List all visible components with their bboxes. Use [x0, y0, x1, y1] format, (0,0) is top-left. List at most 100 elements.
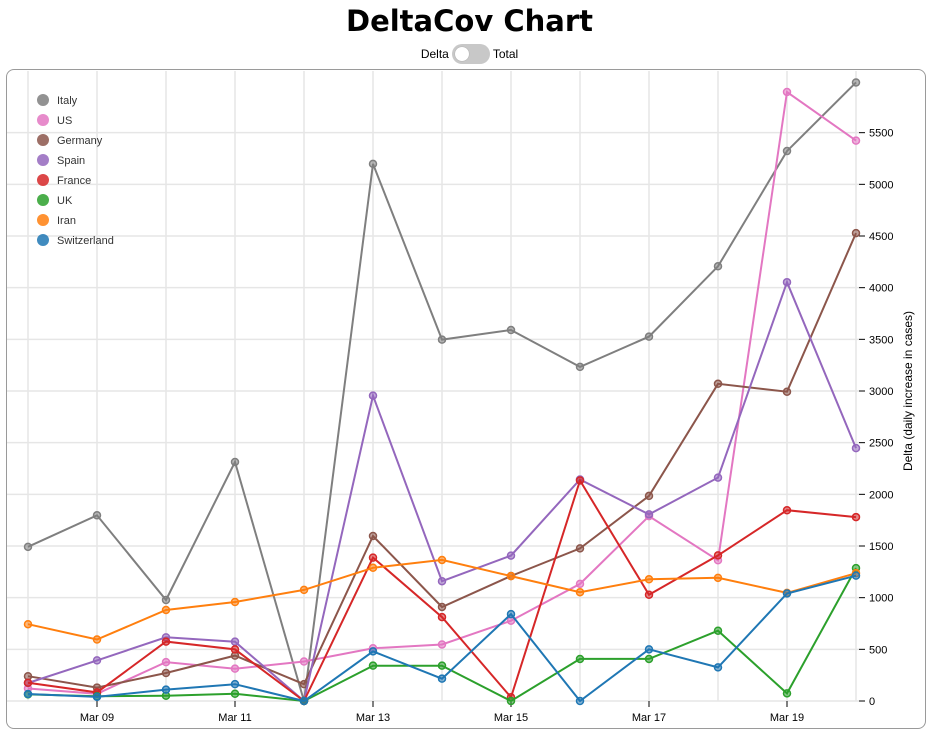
y-tick-label: 2500: [869, 438, 893, 450]
data-point: [437, 661, 447, 670]
switch-knob: [454, 47, 469, 61]
x-tick-label: Mar 15: [494, 712, 528, 724]
legend-marker: [37, 114, 49, 126]
data-point: [506, 325, 516, 335]
data-point: [575, 544, 585, 553]
data-point: [644, 654, 654, 664]
legend-label: Germany: [57, 135, 103, 147]
data-point: [575, 587, 585, 597]
data-point: [713, 473, 723, 482]
data-point: [782, 87, 792, 97]
legend-marker: [37, 94, 49, 106]
data-point: [644, 491, 654, 501]
data-point: [368, 661, 378, 670]
data-point: [575, 654, 585, 664]
data-point: [368, 563, 378, 573]
data-point: [851, 443, 861, 453]
y-tick-label: 0: [869, 696, 875, 708]
data-point: [92, 511, 102, 520]
data-point: [782, 589, 792, 598]
data-point: [437, 640, 447, 649]
data-point: [782, 387, 792, 396]
data-point: [437, 602, 447, 612]
legend-marker: [37, 234, 49, 246]
legend-label: Italy: [57, 95, 78, 107]
data-point: [575, 579, 585, 589]
data-point: [23, 542, 33, 552]
data-point: [161, 685, 171, 694]
data-point: [161, 595, 171, 605]
data-point: [506, 571, 516, 581]
data-point: [161, 637, 171, 646]
data-point: [161, 657, 171, 667]
data-point: [23, 678, 33, 687]
y-tick-label: 5000: [869, 179, 893, 191]
data-point: [368, 531, 378, 541]
page-title: DeltaCov Chart: [346, 4, 593, 38]
data-point: [299, 585, 309, 595]
y-tick-label: 500: [869, 644, 887, 656]
data-point: [368, 391, 378, 400]
data-point: [851, 136, 861, 145]
y-axis-title: Delta (daily increase in cases): [901, 311, 915, 471]
data-point: [644, 332, 654, 341]
data-point: [851, 228, 861, 238]
legend-marker: [37, 134, 49, 146]
data-point: [368, 159, 378, 169]
y-tick-label: 4000: [869, 283, 893, 295]
data-point: [161, 605, 171, 615]
data-point: [644, 575, 654, 584]
data-point: [575, 362, 585, 372]
toggle-left-label: Delta: [420, 47, 449, 61]
data-point: [230, 689, 240, 699]
y-tick-label: 1500: [869, 541, 893, 553]
data-point: [230, 679, 240, 689]
y-tick-label: 1000: [869, 593, 893, 605]
data-point: [230, 645, 240, 654]
data-point: [92, 656, 102, 665]
legend-label: Switzerland: [57, 235, 114, 247]
data-point: [23, 619, 33, 629]
x-tick-label: Mar 13: [356, 712, 390, 724]
data-point: [230, 457, 240, 467]
data-point: [713, 551, 723, 560]
data-point: [299, 696, 309, 706]
data-point: [437, 555, 447, 565]
legend-label: UK: [57, 195, 73, 207]
data-point: [851, 78, 861, 87]
data-point: [437, 335, 447, 344]
data-point: [713, 573, 723, 583]
legend-label: Spain: [57, 155, 85, 167]
legend-label: US: [57, 115, 72, 127]
data-point: [851, 512, 861, 522]
data-point: [782, 505, 792, 515]
data-point: [230, 637, 240, 646]
legend-label: Iran: [57, 215, 76, 227]
x-tick-label: Mar 09: [80, 712, 114, 724]
chart-container: 0 500 1000 1500 2000 2500 3000 3500 4000 4500 5000…: [6, 69, 926, 729]
data-point: [506, 609, 516, 619]
data-point: [713, 626, 723, 635]
data-point: [575, 476, 585, 485]
data-point: [644, 645, 654, 654]
data-point: [506, 551, 516, 560]
data-point: [644, 590, 654, 600]
data-point: [368, 553, 378, 562]
data-point: [92, 635, 102, 644]
y-tick-label: 3000: [869, 386, 893, 398]
data-point: [782, 146, 792, 156]
data-point: [437, 674, 447, 683]
data-point: [92, 692, 102, 702]
x-tick-label: Mar 19: [770, 712, 804, 724]
y-tick-label: 2000: [869, 489, 893, 501]
data-point: [782, 689, 792, 698]
data-point: [713, 262, 723, 271]
data-point: [368, 647, 378, 656]
data-point: [161, 668, 171, 678]
legend-marker: [37, 214, 49, 226]
delta-total-switch[interactable]: [451, 44, 490, 64]
y-tick-label: 4500: [869, 231, 893, 243]
data-point: [713, 663, 723, 672]
data-point: [713, 379, 723, 389]
legend-marker: [37, 174, 49, 186]
